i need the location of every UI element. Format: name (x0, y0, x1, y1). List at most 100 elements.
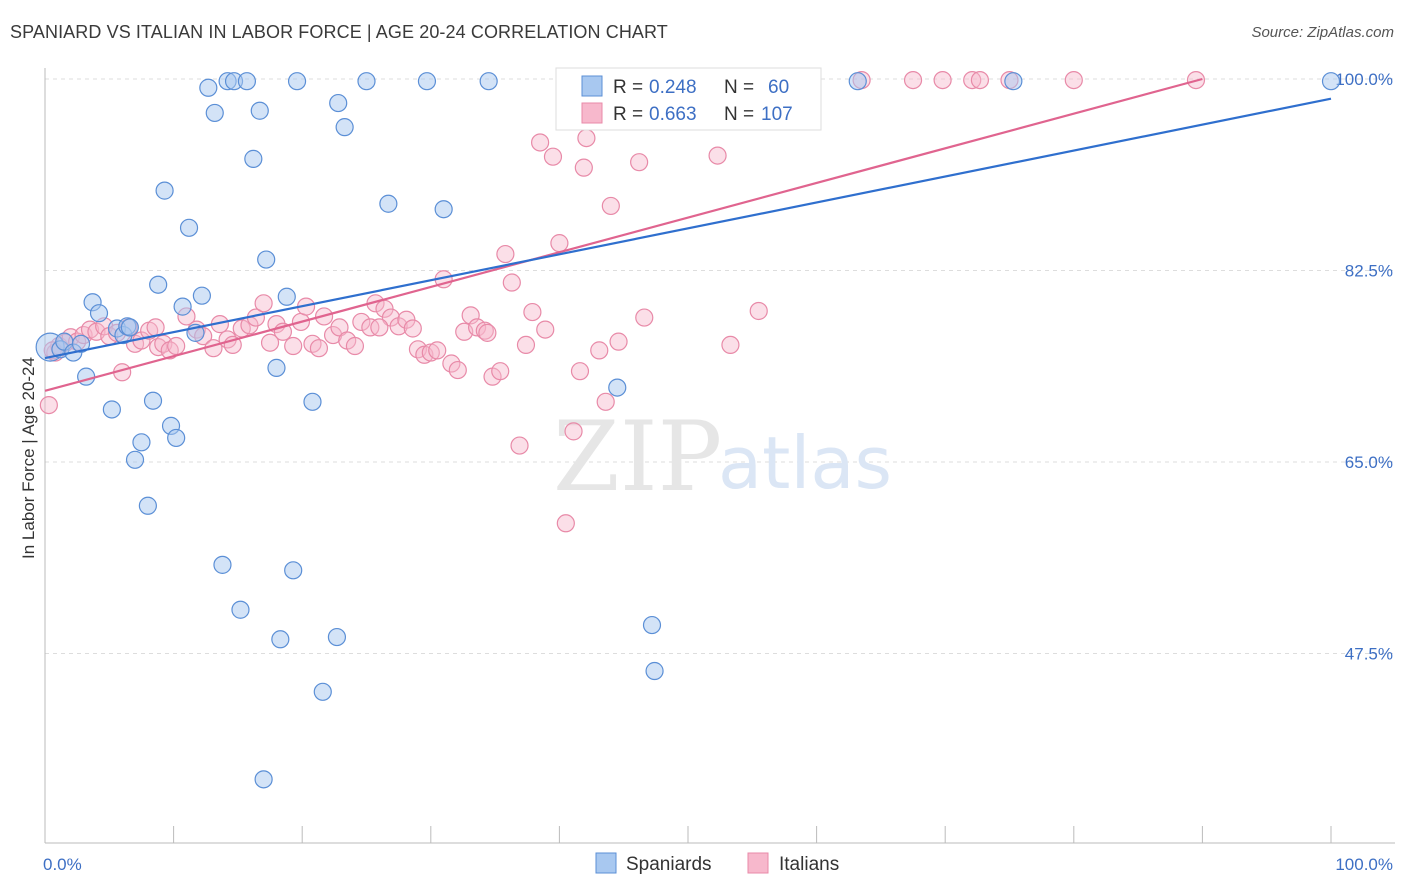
watermark-zip: ZIP (553, 401, 722, 513)
spaniards-point (479, 72, 498, 91)
legend-italians-r-value: 0.663 (649, 104, 697, 125)
spaniards-point (287, 72, 307, 91)
italians-point (550, 234, 569, 253)
x-tick-labels: 0.0% 100.0% (43, 855, 1393, 874)
legend-italians-n-label: N = (724, 104, 754, 125)
italians-point (601, 196, 620, 216)
italians-point (596, 392, 615, 411)
spaniards-point (848, 72, 867, 91)
spaniards-point (244, 149, 263, 168)
spaniards-point (271, 630, 290, 649)
legend-spaniards-swatch (581, 75, 603, 97)
x-tick-label: 0.0% (43, 855, 82, 874)
spaniards-point (143, 391, 163, 410)
spaniards-point (335, 118, 354, 137)
legend-italians-n-value: 107 (761, 104, 793, 125)
y-tick-label: 47.5% (1345, 645, 1393, 664)
spaniards-point (149, 275, 168, 294)
italians-point (254, 294, 273, 313)
spaniards-point (1321, 72, 1341, 91)
spaniards-point (155, 181, 174, 200)
spaniards-point (138, 496, 157, 515)
italians-point (590, 341, 609, 360)
spaniards-point (379, 194, 398, 213)
italians-point (749, 301, 768, 321)
italians-point (516, 335, 536, 355)
spaniards-point (642, 615, 662, 635)
legend-spaniards-r-label: R = (613, 77, 643, 98)
spaniards-point (1004, 72, 1023, 91)
spaniards-point (173, 297, 192, 316)
spaniards-point (303, 392, 322, 411)
spaniards-point (357, 72, 376, 91)
legend-spaniards-r-value: 0.248 (649, 77, 697, 98)
italians-point (502, 273, 521, 292)
spaniards-point (327, 627, 347, 647)
y-tick-labels: 47.5% 65.0% 82.5% 100.0% (1335, 70, 1393, 664)
italians-point (475, 321, 494, 340)
spaniards-point (89, 304, 109, 323)
spaniards-point (205, 103, 224, 123)
italians-point (491, 362, 510, 381)
spaniards-point (284, 561, 303, 580)
italians-point (556, 514, 575, 533)
italians-point (428, 341, 447, 360)
spaniards-point (125, 450, 145, 469)
axes (44, 68, 1395, 844)
y-tick-label: 65.0% (1345, 453, 1393, 472)
italians-point (635, 308, 654, 327)
italians-point (510, 436, 529, 455)
italians-point (284, 336, 303, 356)
italians-point (970, 70, 990, 90)
italians-point (448, 360, 467, 380)
italians-point (531, 133, 550, 152)
legend-spaniards-n-value: 60 (768, 77, 789, 98)
spaniards-point (237, 72, 257, 91)
spaniards-point (199, 78, 218, 97)
watermark: ZIP atlas (553, 401, 892, 513)
spaniards-points (35, 72, 1341, 789)
italians-point (39, 395, 58, 415)
trend-lines (44, 77, 1332, 392)
italians-point (146, 318, 165, 337)
italians-point (630, 153, 649, 172)
spaniards-point (329, 93, 348, 113)
bottom-legend: Spaniards Italians (595, 852, 839, 875)
legend-italians-swatch (581, 102, 603, 124)
italians-trend-line (44, 77, 1203, 392)
spaniards-point (313, 682, 332, 701)
italians-point (370, 318, 389, 337)
italians-point (167, 336, 186, 356)
spaniards-point (167, 428, 186, 448)
italians-point (609, 332, 628, 351)
spaniards-point (608, 378, 627, 397)
italians-point (903, 70, 923, 90)
italians-point (352, 312, 371, 332)
spaniards-point (120, 318, 139, 337)
spaniards-point (254, 770, 273, 789)
italians-point (260, 333, 280, 352)
spaniards-point (434, 200, 453, 219)
x-tick-label: 100.0% (1335, 855, 1393, 874)
italians-point (708, 146, 727, 165)
spaniards-point (267, 358, 286, 377)
spaniards-point (71, 334, 91, 353)
spaniards-point (213, 555, 232, 574)
italians-point (570, 362, 590, 381)
bottom-legend-italians-swatch (747, 852, 769, 874)
spaniards-point (257, 250, 276, 269)
y-axis-title: In Labor Force | Age 20-24 (19, 357, 38, 559)
spaniards-point (77, 367, 96, 386)
italians-point (309, 339, 329, 358)
spaniards-point (231, 600, 250, 619)
italians-point (523, 302, 542, 322)
spaniards-point (645, 661, 664, 681)
legend-spaniards-n-label: N = (724, 77, 754, 98)
italians-point (345, 336, 365, 356)
italians-point (1064, 70, 1083, 90)
italians-point (543, 147, 563, 166)
italians-point (536, 320, 555, 339)
italians-point (496, 244, 515, 264)
italians-point (564, 422, 583, 441)
